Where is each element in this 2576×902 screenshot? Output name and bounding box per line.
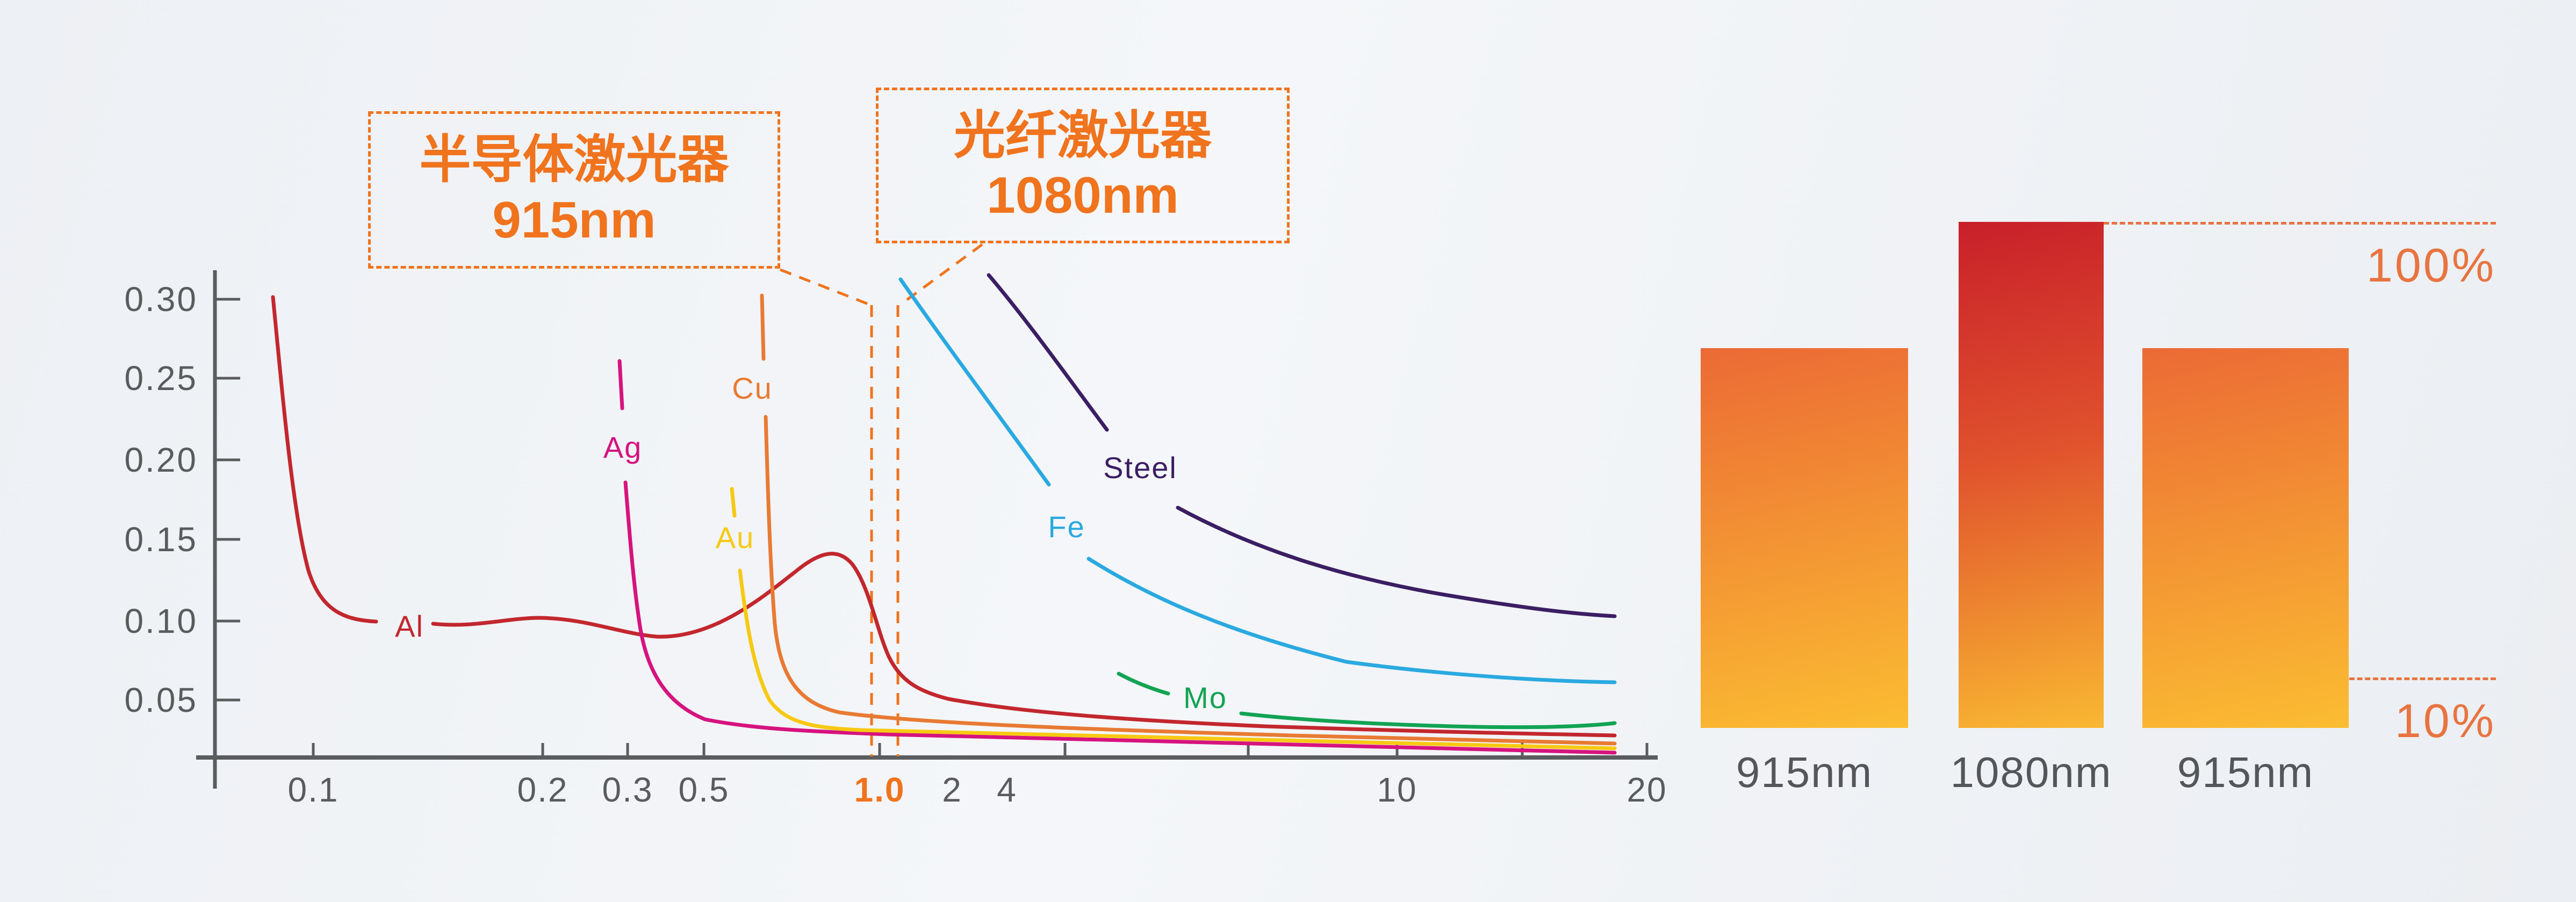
callout-fiber-laser: 光纤激光器 1080nm: [876, 88, 1290, 243]
curve-ag: [617, 359, 1617, 755]
y-tick-label: 0.25: [124, 359, 198, 398]
callout-semiconductor-wavelength: 915nm: [492, 191, 656, 249]
series-labels: Al Ag Au Cu Fe Steel Mo: [395, 371, 1227, 715]
bar-1080nm: [1959, 222, 2104, 728]
label-mo: Mo: [1183, 681, 1227, 715]
label-fe: Fe: [1048, 510, 1085, 544]
curve-steel-seg2: [1176, 506, 1617, 618]
curve-cu-seg1: [760, 293, 766, 361]
curve-au: [730, 487, 1617, 751]
label-steel: Steel: [1103, 451, 1177, 485]
curve-au-seg1: [730, 487, 737, 518]
callout-fiber-wavelength: 1080nm: [987, 167, 1179, 224]
callout-leader-915nm: [780, 268, 869, 306]
curve-fe-seg1: [898, 277, 1051, 487]
label-cu: Cu: [732, 371, 773, 405]
curve-cu-seg2: [764, 415, 1617, 746]
curve-mo-seg1: [1117, 672, 1170, 696]
curve-mo: [1117, 672, 1617, 730]
y-tick-label: 0.15: [124, 520, 198, 559]
label-al: Al: [395, 609, 424, 643]
callout-semiconductor-title: 半导体激光器: [419, 131, 729, 189]
curve-steel: [987, 273, 1617, 618]
x-tick-label: 0.1: [288, 770, 339, 809]
curve-al-seg1: [271, 295, 378, 624]
guide-line-10pct: [2349, 677, 2496, 680]
label-au: Au: [716, 521, 755, 554]
callout-semiconductor-laser: 半导体激光器 915nm: [368, 111, 780, 269]
x-tick-label: 0.3: [602, 770, 653, 809]
x-tick-label: 4: [997, 770, 1017, 809]
x-tick-label: 2: [942, 770, 962, 809]
guide-label-10pct: 10%: [2394, 694, 2496, 747]
curve-ag-seg2: [623, 480, 1617, 755]
x-tick-label: 0.2: [517, 770, 569, 809]
y-tick-labels: 0.30 0.25 0.20 0.15 0.10 0.05: [124, 280, 198, 719]
wavelength-markers: [780, 243, 983, 756]
y-tick-label: 0.30: [124, 280, 198, 319]
curve-al-seg2: [431, 552, 1617, 738]
x-tick-labels: 0.1 0.2 0.3 0.5 1.0 2 4 10 20: [288, 770, 1667, 809]
curve-au-seg2: [738, 568, 1617, 751]
bar-915nm-right: [2142, 348, 2349, 728]
absorption-curves: [271, 273, 1617, 755]
curve-ag-seg1: [617, 359, 624, 410]
curve-steel-seg1: [987, 273, 1109, 432]
curve-cu: [760, 293, 1617, 746]
bar-915nm-left: [1701, 348, 1908, 728]
curve-fe: [898, 277, 1617, 684]
label-ag: Ag: [603, 430, 643, 464]
axes: [196, 270, 1658, 789]
y-tick-label: 0.05: [124, 681, 198, 719]
x-tick-label-highlight: 1.0: [854, 770, 905, 809]
bar-label-1080nm: 1080nm: [1950, 748, 2112, 796]
x-tick-label: 0.5: [679, 770, 730, 809]
curve-mo-seg2: [1239, 711, 1617, 730]
callout-fiber-title: 光纤激光器: [954, 106, 1212, 164]
x-tick-label: 10: [1377, 770, 1417, 809]
bar-label-915nm-right: 915nm: [2177, 748, 2314, 796]
y-tick-label: 0.10: [124, 602, 198, 640]
guide-label-100pct: 100%: [2366, 239, 2496, 292]
y-tick-label: 0.20: [124, 441, 198, 479]
curve-al: [271, 295, 1617, 738]
bar-label-915nm-left: 915nm: [1736, 748, 1873, 796]
curve-fe-seg2: [1086, 557, 1617, 684]
x-tick-label: 20: [1627, 770, 1667, 809]
guide-line-100pct: [2104, 222, 2496, 225]
callout-leader-1080nm: [900, 243, 983, 306]
y-ticks: [215, 298, 240, 702]
